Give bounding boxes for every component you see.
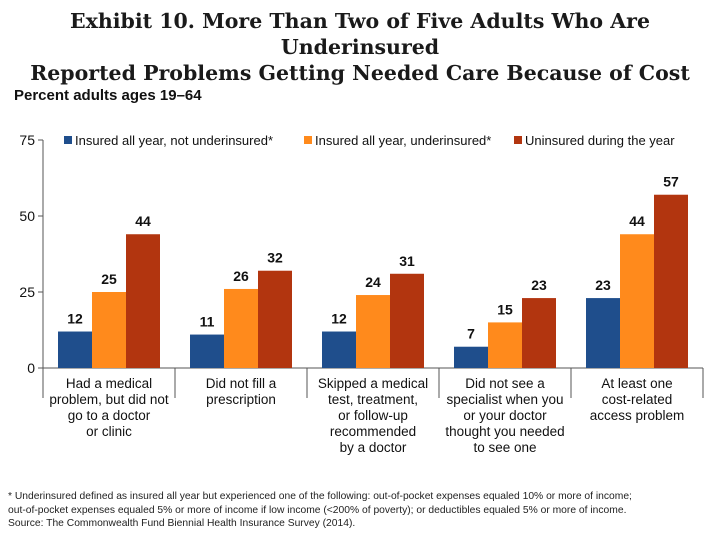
bar-value-label: 26 — [233, 268, 249, 284]
chart-title-line-2: Reported Problems Getting Needed Care Be… — [30, 61, 690, 85]
footnote: * Underinsured defined as insured all ye… — [8, 490, 714, 531]
category-label: prescription — [206, 392, 276, 407]
bar — [126, 234, 160, 368]
category-label: recommended — [330, 424, 416, 439]
category-label: specialist when you — [446, 392, 563, 407]
bar — [92, 292, 126, 368]
category-label: At least one — [601, 376, 672, 391]
bar — [58, 331, 92, 368]
legend-label: Uninsured during the year — [525, 133, 675, 148]
legend-swatch — [304, 136, 312, 144]
footnote-line-1: * Underinsured defined as insured all ye… — [8, 491, 632, 502]
category-label: or clinic — [86, 424, 132, 439]
bar — [454, 346, 488, 368]
bar-value-label: 23 — [531, 277, 547, 293]
y-axis-label: Percent adults ages 19–64 — [14, 87, 202, 104]
y-tick-label: 0 — [27, 360, 35, 376]
bar-value-label: 44 — [629, 213, 645, 229]
category-label: to see one — [473, 440, 536, 455]
bar-value-label: 11 — [200, 314, 215, 330]
y-tick-label: 25 — [19, 284, 35, 300]
category-label: problem, but did not — [49, 392, 169, 407]
bar-value-label: 44 — [135, 213, 151, 229]
bar — [356, 295, 390, 368]
y-tick-label: 75 — [19, 132, 35, 148]
category-label: Did not see a — [465, 376, 545, 391]
bar — [522, 298, 556, 368]
category-label: test, treatment, — [328, 392, 418, 407]
category-label: Did not fill a — [206, 376, 277, 391]
bar-value-label: 12 — [67, 311, 83, 327]
legend-swatch — [64, 136, 72, 144]
bar — [654, 194, 688, 368]
category-label: access problem — [590, 408, 685, 423]
bar-value-label: 31 — [399, 253, 415, 269]
bar — [620, 234, 654, 368]
bar-value-label: 7 — [467, 326, 475, 342]
bar — [322, 331, 356, 368]
bar-value-label: 57 — [663, 174, 679, 190]
category-label: Had a medical — [66, 376, 152, 391]
bar — [586, 298, 620, 368]
category-label: by a doctor — [340, 440, 407, 455]
bar — [190, 334, 224, 368]
legend-label: Insured all year, underinsured* — [315, 133, 491, 148]
chart-title: Exhibit 10. More Than Two of Five Adults… — [0, 8, 720, 86]
bar — [488, 322, 522, 368]
bar-value-label: 15 — [497, 301, 513, 317]
bar-value-label: 25 — [101, 271, 117, 287]
footnote-line-3: Source: The Commonwealth Fund Biennial H… — [8, 518, 356, 529]
category-label: or your doctor — [463, 408, 547, 423]
bar — [224, 288, 258, 368]
bar — [390, 273, 424, 368]
category-label: Skipped a medical — [318, 376, 428, 391]
y-tick-label: 50 — [19, 208, 35, 224]
bar — [258, 270, 292, 368]
category-label: thought you needed — [445, 424, 564, 439]
bar-value-label: 24 — [365, 274, 381, 290]
bar-value-label: 23 — [595, 277, 611, 293]
chart-title-line-1: Exhibit 10. More Than Two of Five Adults… — [70, 9, 650, 59]
legend-swatch — [514, 136, 522, 144]
category-label: or follow-up — [338, 408, 408, 423]
footnote-line-2: out-of-pocket expenses equaled 5% or mor… — [8, 504, 627, 516]
bar-value-label: 12 — [331, 311, 347, 327]
bar-value-label: 32 — [267, 250, 283, 266]
category-label: cost-related — [602, 392, 673, 407]
category-label: go to a doctor — [68, 408, 151, 423]
legend-label: Insured all year, not underinsured* — [75, 133, 273, 148]
